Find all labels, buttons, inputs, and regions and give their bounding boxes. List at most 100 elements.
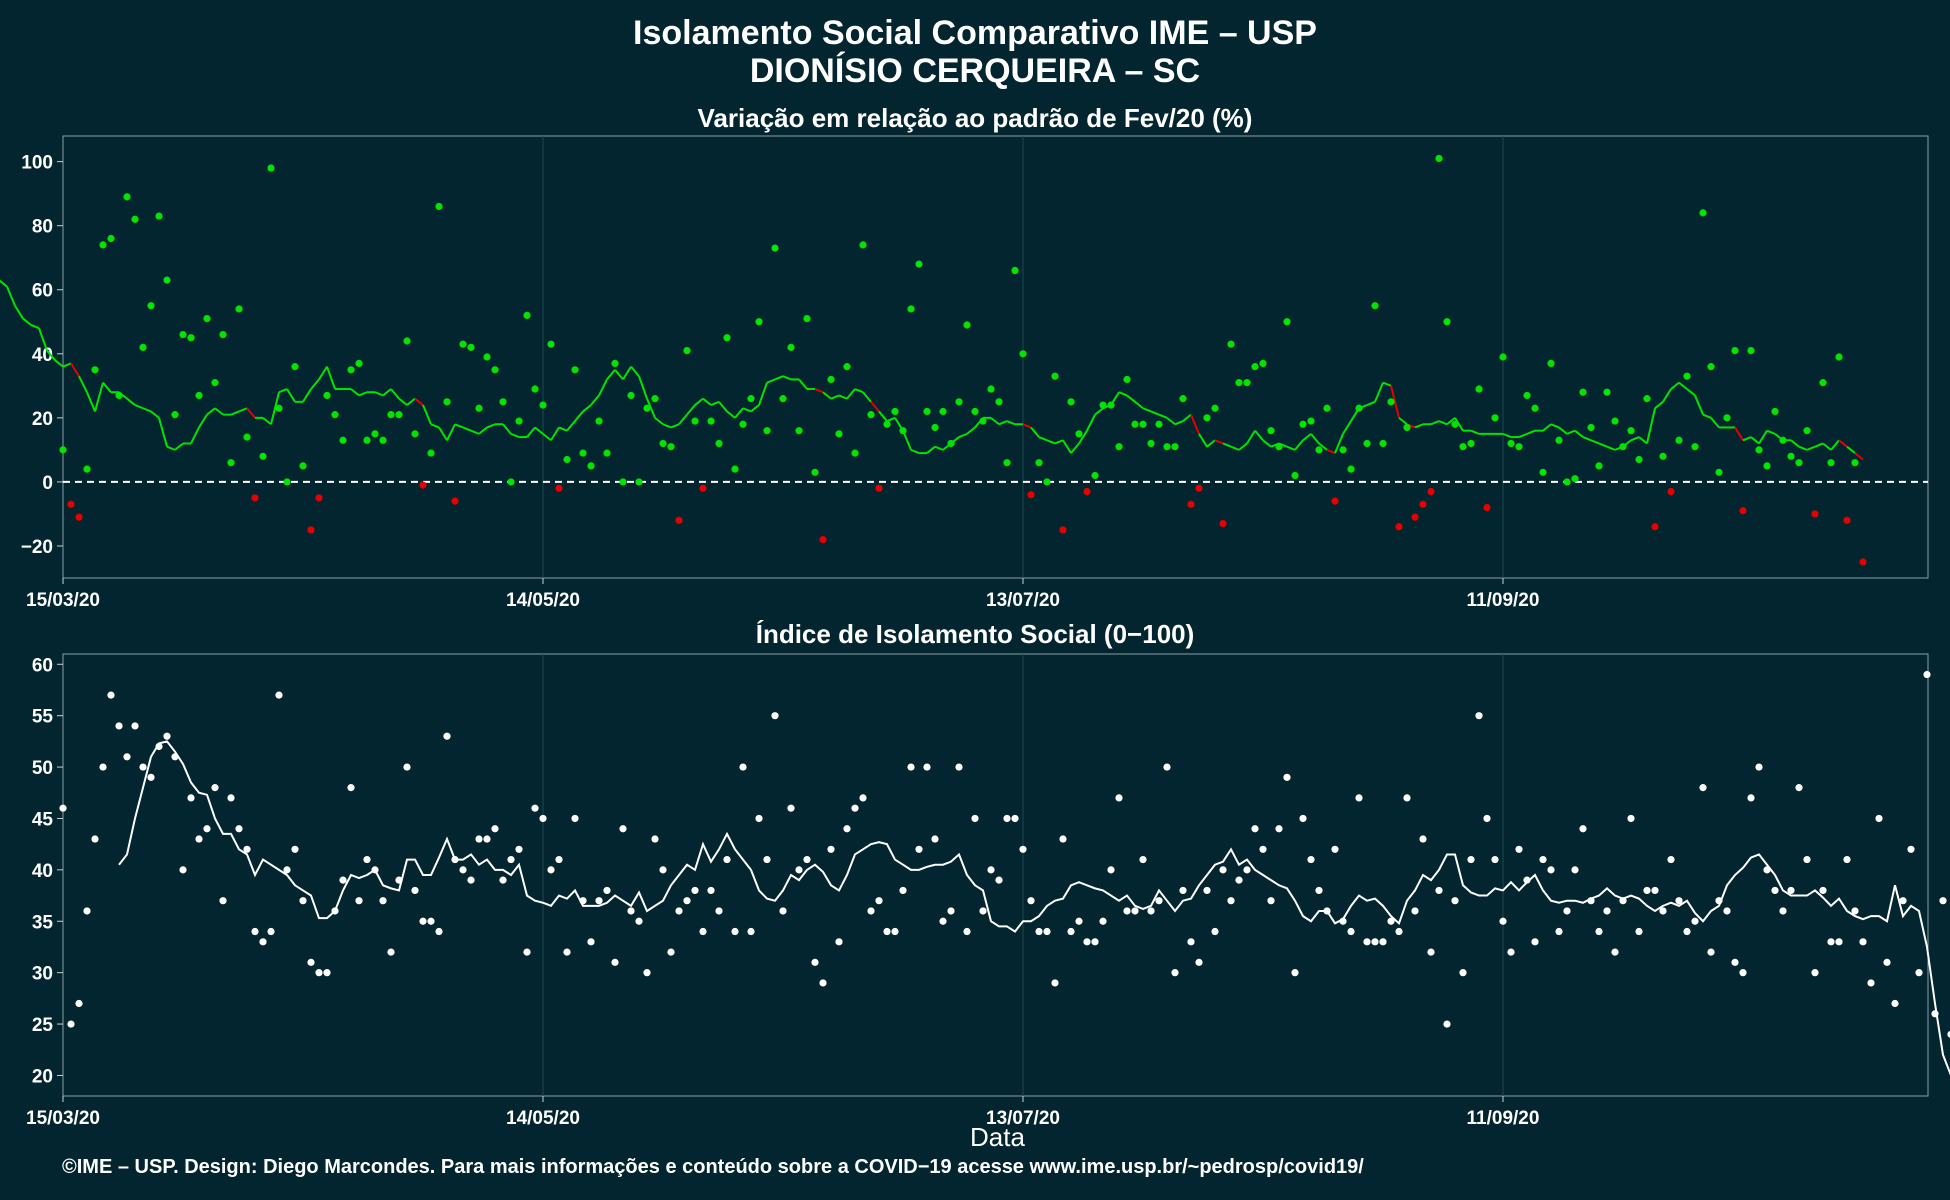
moving-average-segment (462, 426, 472, 432)
variation-data-point (1499, 353, 1507, 361)
index-data-point (963, 927, 971, 936)
index-data-point (547, 866, 555, 874)
moving-average-segment (1798, 445, 1808, 451)
index-data-point (315, 969, 323, 977)
index-data-point (483, 835, 491, 843)
moving-average-segment (1238, 442, 1248, 451)
moving-average-segment (742, 407, 752, 413)
variation-data-point (467, 343, 475, 351)
index-data-point (1003, 814, 1011, 823)
index-data-point (195, 835, 203, 843)
index-data-point (1547, 866, 1555, 874)
variation-data-point (731, 465, 739, 473)
index-data-point (1859, 938, 1867, 946)
moving-average-segment (1118, 391, 1128, 397)
index-data-point (971, 814, 979, 823)
variation-data-point (515, 417, 523, 425)
variation-data-point (1275, 443, 1283, 451)
variation-data-point (1771, 407, 1779, 416)
moving-average-segment (46, 349, 56, 361)
moving-average-segment (406, 397, 416, 406)
moving-average-segment (1438, 420, 1448, 426)
moving-average-segment (78, 375, 88, 393)
variation-data-point (1531, 404, 1539, 412)
moving-average-line (118, 740, 1950, 1076)
index-data-point (587, 938, 595, 946)
variation-data-point (1451, 420, 1459, 428)
index-data-point (1251, 825, 1259, 833)
variation-data-point (1427, 487, 1435, 496)
variation-data-point (579, 449, 587, 457)
moving-average-segment (414, 397, 424, 406)
index-data-point (1891, 999, 1899, 1008)
moving-average-segment (318, 366, 328, 380)
index-data-point (1483, 814, 1491, 823)
variation-data-point (971, 407, 979, 416)
moving-average-segment (1518, 432, 1528, 439)
index-data-point (283, 866, 291, 874)
variation-data-point (1419, 500, 1427, 508)
index-data-point (155, 742, 163, 751)
variation-data-point (235, 305, 243, 313)
variation-data-point (1611, 417, 1619, 425)
index-data-point (643, 969, 651, 977)
variation-data-point (1787, 452, 1795, 460)
variation-data-point (147, 302, 155, 310)
index-data-point (475, 835, 483, 843)
moving-average-segment (750, 404, 760, 413)
index-data-point (355, 897, 363, 905)
variation-data-point (1515, 443, 1523, 451)
variation-data-point (1523, 391, 1531, 400)
variation-data-point (875, 484, 883, 492)
index-data-point (123, 753, 131, 761)
moving-average-segment (622, 366, 632, 380)
index-data-point (699, 927, 707, 936)
index-y-tick-label: 25 (32, 1015, 54, 1036)
variation-data-point (483, 353, 491, 361)
index-data-point (1083, 938, 1091, 946)
index-data-point (779, 907, 787, 915)
variation-data-point (931, 423, 939, 432)
index-data-point (1059, 835, 1067, 843)
variation-data-point (1859, 558, 1867, 566)
index-data-point (1907, 845, 1915, 853)
index-data-point (171, 753, 179, 761)
index-data-point (1291, 969, 1299, 977)
moving-average-segment (646, 398, 656, 419)
variation-data-point (795, 427, 803, 435)
index-data-point (651, 835, 659, 843)
variation-data-point (1411, 513, 1419, 521)
moving-average-segment (582, 404, 592, 413)
moving-average-segment (94, 382, 104, 412)
variation-data-point (1739, 507, 1747, 515)
variation-data-point (851, 449, 859, 457)
index-data-point (1035, 927, 1043, 936)
index-data-point (1115, 794, 1123, 802)
index-data-point (843, 825, 851, 833)
variation-data-point (1755, 446, 1763, 454)
index-data-point (571, 814, 579, 823)
variation-data-point (99, 241, 107, 249)
index-data-point (1835, 938, 1843, 946)
index-data-point (1371, 938, 1379, 946)
moving-average-segment (1342, 420, 1352, 435)
moving-average-segment (86, 391, 96, 412)
variation-data-point (1651, 523, 1659, 531)
moving-average-segment (990, 417, 1000, 426)
index-data-point (1019, 845, 1027, 853)
moving-average-segment (1654, 401, 1664, 410)
index-data-point (939, 917, 947, 925)
moving-average-segment (694, 397, 704, 406)
index-data-point (99, 763, 107, 771)
variation-data-point (1475, 385, 1483, 393)
index-data-point (947, 907, 955, 915)
index-data-point (1011, 814, 1019, 823)
index-data-point (659, 866, 667, 874)
index-data-point (1539, 855, 1547, 864)
index-data-point (1307, 855, 1315, 864)
moving-average-segment (766, 378, 776, 384)
index-data-point (1587, 897, 1595, 905)
index-data-point (1771, 886, 1779, 895)
variation-data-point (67, 500, 75, 508)
moving-average-segment (22, 317, 32, 326)
